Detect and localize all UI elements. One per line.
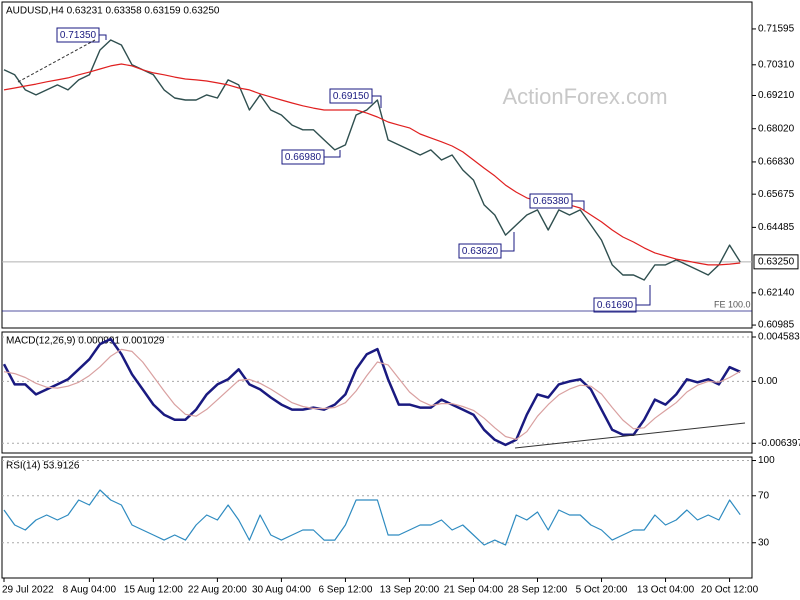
y-tick-label: 0.64485: [758, 222, 795, 233]
x-tick-label: 20 Oct 12:00: [701, 585, 759, 596]
panel-title: MACD(12,26,9) 0.000991 0.001029: [6, 336, 165, 347]
annotation: 0.65380: [533, 196, 570, 207]
x-tick-label: 30 Aug 04:00: [252, 585, 311, 596]
x-tick-label: 28 Sep 12:00: [508, 585, 568, 596]
annotation-leader: [636, 285, 651, 306]
trend-line: [514, 422, 746, 449]
series-line: [3, 489, 741, 546]
panel-frame: [1, 331, 753, 454]
series-line: [3, 348, 741, 440]
y-tick-label: 0.66830: [758, 157, 795, 168]
panel-frame: [1, 456, 753, 579]
annotation-box: [56, 27, 100, 43]
series-line: [3, 63, 741, 266]
y-tick-label: 0.00: [758, 376, 778, 387]
x-tick-label: 15 Aug 12:00: [124, 585, 183, 596]
series-line: [2, 337, 741, 447]
annotation-leader: [99, 34, 107, 40]
panel-frame: [1, 1, 753, 329]
last-price-box: [753, 254, 799, 270]
y-tick-label: 0.71595: [758, 24, 795, 35]
last-price-label: 0.63250: [758, 256, 795, 267]
y-tick-label: 0.70310: [758, 59, 795, 70]
annotation-box: [593, 297, 637, 313]
annotation-leader: [501, 232, 515, 252]
annotation: 0.71350: [60, 30, 97, 41]
x-tick-label: 13 Sep 20:00: [380, 585, 440, 596]
annotation: FE 100.0: [714, 299, 751, 309]
annotation: 0.61690: [597, 300, 634, 311]
y-tick-label: -0.006397: [758, 438, 800, 449]
y-tick-label: 0.69210: [758, 90, 795, 101]
annotation: 0.63620: [462, 246, 499, 257]
y-tick-label: 0.62140: [758, 287, 795, 298]
y-tick-label: 0.65675: [758, 189, 795, 200]
y-tick-label: 30: [758, 537, 770, 548]
series-line: [3, 39, 741, 281]
x-tick-label: 29 Jul 2022: [2, 585, 54, 596]
annotation-box: [281, 149, 325, 165]
annotation-box: [329, 88, 373, 104]
annotation-leader: [372, 95, 382, 108]
annotation-leader: [324, 150, 341, 158]
annotation-box: [458, 243, 502, 259]
y-tick-label: 70: [758, 490, 770, 501]
watermark: ActionForex.com: [502, 84, 667, 109]
panel-title: AUDUSD,H4 0.63231 0.63358 0.63159 0.6325…: [6, 6, 220, 17]
y-tick-label: 0.004583: [758, 332, 800, 343]
y-tick-label: 0.60985: [758, 320, 795, 331]
x-tick-label: 8 Aug 04:00: [63, 585, 117, 596]
y-tick-label: 0.68020: [758, 123, 795, 134]
x-tick-label: 22 Aug 20:00: [188, 585, 247, 596]
x-tick-label: 5 Oct 20:00: [576, 585, 628, 596]
annotation-box: [529, 193, 573, 209]
y-tick-label: 100: [758, 455, 775, 466]
x-tick-label: 21 Sep 04:00: [444, 585, 504, 596]
x-tick-label: 13 Oct 04:00: [637, 585, 695, 596]
panel-title: RSI(14) 53.9126: [6, 461, 80, 472]
annotation-leader: [572, 200, 585, 210]
x-tick-label: 6 Sep 12:00: [318, 585, 372, 596]
annotation: 0.69150: [333, 91, 370, 102]
annotation: 0.66980: [285, 152, 322, 163]
